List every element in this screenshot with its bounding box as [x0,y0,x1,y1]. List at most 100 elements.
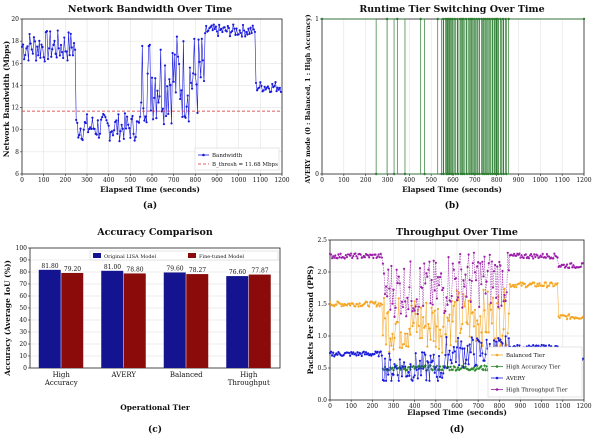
chart-a-point-118 [148,43,151,46]
chart-d-point-2-204 [544,344,548,347]
chart-d-point-3-33 [363,256,367,259]
chart-d-point-0-217 [558,316,561,319]
chart-d-point-0-111 [446,316,449,319]
chart-d-point-0-50 [381,334,385,337]
chart-d-xtick-6: 600 [451,403,463,410]
chart-a-point-1 [21,43,25,46]
chart-d-point-0-68 [400,346,404,350]
chart-a-legend-label-0: Bandwidth [212,153,243,159]
chart-d-point-0-122 [458,291,461,294]
chart-a-point-169 [203,32,207,35]
chart-d-point-0-61 [393,336,396,339]
chart-d-point-0-137 [473,308,477,312]
chart-d-point-3-87 [420,286,424,289]
chart-a-xtick-7: 700 [168,177,180,184]
chart-a-point-92 [120,123,123,126]
chart-d-point-1-2 [383,365,387,369]
chart-a-point-135 [167,112,170,116]
chart-a-point-91 [119,130,122,133]
chart-b-point-lo-26 [487,172,490,176]
chart-d-point-0-35 [365,300,369,304]
chart-d-point-1-9 [391,366,394,370]
chart-d-point-1-6 [387,368,391,372]
chart-d-point-2-55 [387,373,390,376]
chart-d-point-2-68 [400,375,404,378]
chart-a-point-179 [214,25,218,28]
chart-d-point-0-107 [442,325,445,328]
chart-d-point-2-99 [433,371,436,374]
chart-d-point-0-24 [354,305,357,308]
chart-d-point-2-3 [332,351,335,354]
chart-d-point-3-146 [483,255,486,258]
chart-a-point-157 [190,87,194,90]
chart-a-point-197 [234,33,237,36]
chart-d-point-0-72 [405,345,408,348]
chart-a-point-102 [131,114,134,118]
chart-a-point-220 [259,81,262,84]
chart-a-point-204 [241,23,245,27]
chart-b-xtick-7: 700 [469,177,481,184]
chart-d-point-3-228 [570,262,573,265]
chart-d-point-2-104 [438,375,442,378]
chart-d-point-0-71 [404,332,407,335]
chart-d-point-3-24 [354,252,357,255]
chart-d-point-2-88 [422,367,425,370]
chart-a-point-109 [138,115,142,118]
chart-b-point-lo-20 [474,172,477,176]
chart-d-point-0-139 [476,319,479,322]
chart-a-point-48 [72,42,76,45]
chart-d-point-2-2 [331,354,334,357]
chart-a-point-73 [99,118,103,121]
chart-a-point-99 [128,126,131,130]
chart-a-point-149 [182,40,185,43]
chart-a-point-203 [240,35,244,38]
chart-d-point-3-98 [432,259,435,262]
chart-d-point-1-3 [384,368,388,372]
chart-a-point-178 [213,27,216,31]
chart-a-point-152 [185,105,188,108]
chart-d-point-3-154 [491,286,495,289]
chart-d-xtick-7: 700 [472,403,484,410]
chart-a-point-182 [218,23,221,26]
chart-b-point-lo-4 [440,172,443,176]
chart-a-point-192 [228,35,232,38]
chart-d-point-1-73 [458,367,462,371]
chart-d-point-0-210 [551,282,554,285]
chart-d-point-3-207 [547,255,551,258]
chart-a-ytick-5: 16 [11,60,19,67]
chart-d-point-0-160 [498,307,501,310]
chart-d-point-0-169 [507,312,510,315]
chart-d-point-3-223 [564,265,568,268]
chart-b-point-hi-27 [488,17,491,21]
chart-c-bar-label-1-2: 78.27 [189,267,206,274]
chart-d-point-3-45 [376,255,379,258]
chart-a-point-194 [231,29,234,33]
chart-c-ytick-3: 30 [19,329,27,336]
chart-d-point-3-139 [476,265,479,268]
chart-d-point-3-37 [368,256,371,259]
chart-a-ytick-1: 8 [15,149,19,156]
chart-d-point-0-174 [513,285,516,288]
chart-d-point-3-107 [442,286,445,290]
chart-a-point-161 [195,83,198,86]
chart-d-point-3-221 [562,263,565,266]
chart-a-point-198 [235,27,238,30]
chart-a-point-38 [62,56,65,60]
chart-d-point-3-160 [498,260,501,264]
chart-d-point-3-72 [405,315,408,318]
chart-d-point-0-193 [533,281,536,284]
chart-d-point-3-201 [541,252,544,255]
chart-a-point-29 [52,43,55,46]
chart-d-xtick-1: 100 [345,403,357,410]
chart-a-point-52 [77,136,80,139]
chart-d-point-2-125 [461,347,464,350]
chart-d-point-3-84 [417,305,420,308]
chart-a-point-30 [53,39,56,42]
chart-a-point-100 [129,136,132,139]
chart-a-point-112 [142,107,145,110]
chart-a-point-113 [143,119,146,122]
chart-d-ylabel: Packets Per Second (PPS) [306,266,315,375]
chart-b-point-lo-10 [451,172,455,176]
chart-d-point-0-51 [382,296,386,300]
